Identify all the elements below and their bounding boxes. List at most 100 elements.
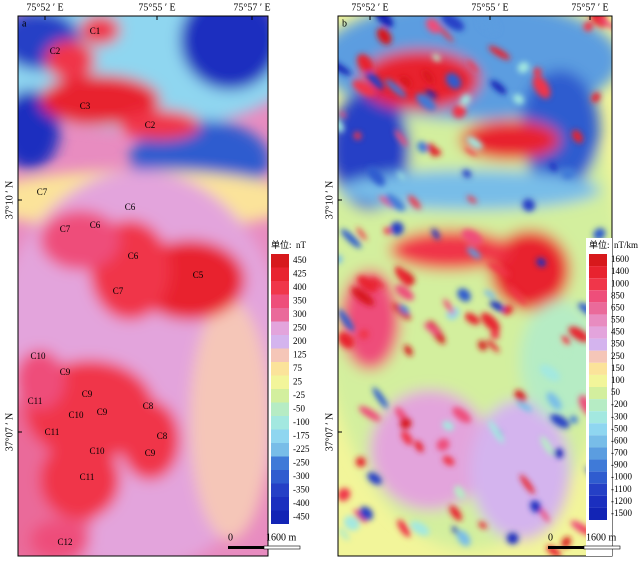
left-axis-label: 37°07 ′ N (324, 413, 335, 451)
anomaly-streak (461, 229, 483, 246)
anomaly-streak (431, 228, 440, 240)
anomaly-label: C10 (68, 410, 84, 420)
legend-unit-prefix: 单位: (271, 239, 292, 250)
legend-level: 850 (611, 290, 625, 300)
anomaly-blob (180, 16, 268, 90)
anomaly-streak (487, 262, 511, 277)
scale-bar (228, 546, 264, 549)
anomaly-streak (599, 18, 612, 31)
anomaly-blob (40, 440, 120, 520)
anomaly-streak (536, 257, 546, 267)
legend-swatch (589, 278, 607, 291)
anomaly-streak (422, 69, 434, 84)
top-axis-label: 75°52 ′ E (26, 2, 63, 13)
anomaly-streak (339, 111, 347, 118)
anomaly-streak (404, 345, 413, 357)
anomaly-streak (460, 94, 471, 106)
anomaly-streak (464, 312, 480, 325)
anomaly-streak (338, 488, 351, 502)
anomaly-label: C6 (125, 202, 136, 212)
anomaly-streak (442, 420, 454, 431)
legend-level: 1000 (611, 278, 630, 288)
anomaly-blob (460, 120, 560, 160)
legend-swatch (271, 362, 289, 376)
anomaly-label: C9 (97, 407, 108, 417)
anomaly-streak (357, 275, 378, 293)
anomaly-streak (593, 227, 606, 240)
legend-swatch (589, 374, 607, 387)
anomaly-blob (370, 390, 490, 510)
legend-swatch (271, 389, 289, 403)
legend-level: -300 (293, 471, 310, 481)
anomaly-streak (383, 227, 391, 235)
anomaly-streak (441, 16, 465, 31)
anomaly-streak (398, 304, 410, 315)
legend-level: 400 (293, 282, 307, 292)
anomaly-streak (452, 406, 472, 423)
anomaly-streak (390, 221, 404, 236)
anomaly-blob (360, 50, 480, 110)
legend-swatch (271, 416, 289, 430)
anomaly-field (18, 16, 268, 556)
anomaly-streak (397, 171, 406, 181)
anomaly-streak (355, 456, 366, 468)
anomaly-streak (352, 80, 376, 97)
legend-swatch (271, 335, 289, 349)
legend-swatch (271, 294, 289, 308)
anomaly-streak (540, 436, 554, 456)
legend-level: -200 (611, 399, 628, 409)
legend-swatch (589, 302, 607, 315)
legend-level: -225 (293, 444, 310, 454)
anomaly-label: C7 (113, 286, 124, 296)
anomaly-streak (338, 119, 344, 133)
anomaly-streak (408, 195, 421, 210)
anomaly-streak (539, 364, 561, 382)
scale-bar-half (263, 545, 301, 550)
legend-swatch (271, 267, 289, 281)
anomaly-streak (549, 162, 558, 172)
legend-swatch (271, 497, 289, 511)
legend-swatch (589, 399, 607, 412)
anomaly-streak (343, 515, 360, 531)
anomaly-streak (488, 45, 511, 60)
legend-level: 1400 (611, 266, 630, 276)
legend-level: 250 (611, 351, 625, 361)
legend-swatch (589, 447, 607, 460)
anomaly-streak (532, 75, 551, 99)
anomaly-streak (353, 131, 362, 140)
anomaly-streak (410, 521, 430, 536)
legend-level: 450 (611, 327, 625, 337)
anomaly-streak (338, 59, 352, 76)
legend-swatch (271, 483, 289, 497)
legend-level: -50 (293, 403, 305, 413)
legend-level: -350 (293, 484, 310, 494)
legend-unit: nT/km (614, 240, 638, 250)
legend-level: 350 (293, 295, 307, 305)
legend-level: 100 (611, 375, 625, 385)
anomaly-streak (454, 485, 466, 500)
anomaly-label: C5 (193, 270, 204, 280)
anomaly-streak (466, 247, 481, 259)
anomaly-label: C9 (82, 389, 93, 399)
anomaly-streak (385, 193, 406, 211)
anomaly-blob (40, 75, 160, 125)
legend-level: 425 (293, 268, 307, 278)
anomaly-streak (571, 129, 583, 144)
anomaly-label: C8 (157, 431, 168, 441)
map-panel (18, 16, 268, 556)
anomaly-streak (425, 89, 437, 99)
legend-level: -1100 (611, 484, 632, 494)
legend-level: 125 (293, 349, 307, 359)
top-axis-label: 75°55 ′ E (138, 2, 175, 13)
anomaly-streak (338, 332, 355, 349)
anomaly-streak (490, 80, 507, 95)
anomaly-streak (561, 536, 571, 548)
legend-level: -250 (293, 457, 310, 467)
legend-swatch (589, 411, 607, 424)
legend-swatch (589, 495, 607, 508)
left-axis-label: 37°10 ′ N (324, 181, 335, 219)
anomaly-label: C7 (37, 187, 48, 197)
legend-level: 200 (293, 336, 307, 346)
scale-start: 0 (548, 532, 553, 543)
anomaly-blob (520, 70, 600, 190)
